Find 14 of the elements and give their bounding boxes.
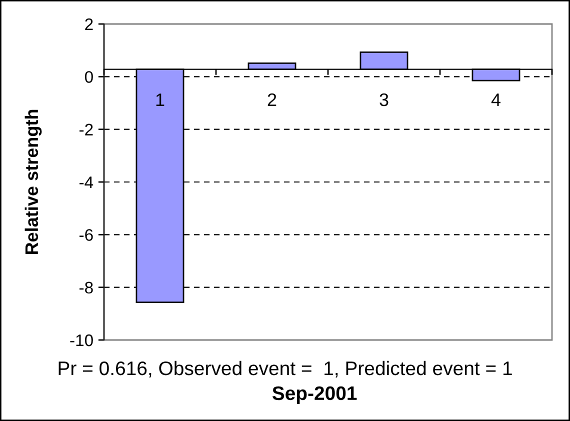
x-tick-label: 3: [380, 93, 388, 106]
y-tick-label: -8: [80, 282, 93, 294]
y-tick-label: -6: [80, 229, 93, 241]
y-tick-label: -2: [80, 124, 93, 136]
x-tick-label: 1: [156, 94, 164, 106]
y-tick-label: 0: [84, 71, 93, 83]
y-tick-label: 2: [85, 18, 93, 30]
y-axis-title: Relative strength: [24, 110, 42, 254]
y-tick-label: -4: [80, 176, 94, 188]
x-tick-label: 2: [268, 93, 276, 106]
x-tick-label: 4: [491, 94, 500, 106]
x-axis-title: Sep-2001: [272, 386, 357, 404]
text: Pr = 0.616, Observed event = 1, Predicted event = 1: [58, 360, 512, 378]
y-tick-label: -10: [70, 334, 93, 346]
